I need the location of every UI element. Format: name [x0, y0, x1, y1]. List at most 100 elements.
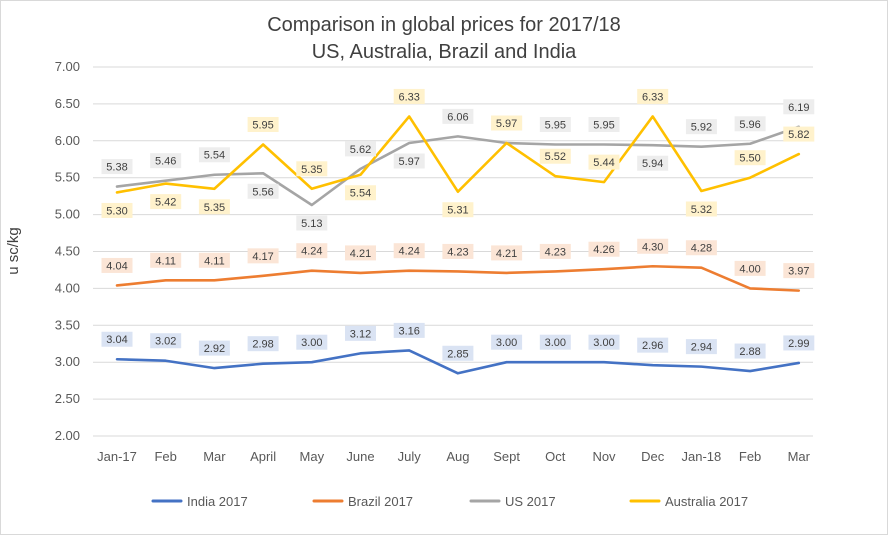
data-label-box [588, 154, 620, 170]
data-label: 5.95 [252, 119, 273, 131]
x-tick-label: Jan-18 [682, 449, 722, 464]
series-line [115, 264, 801, 292]
data-label: 5.13 [301, 218, 322, 230]
data-label: 5.54 [350, 188, 371, 200]
data-label-box [198, 252, 230, 268]
data-label-box [198, 340, 230, 356]
data-label: 5.95 [545, 119, 566, 131]
data-labels: 3.04 3.02 2.92 2.98 3.00 3.12 3.16 2.85 3.00 3.00… [101, 88, 815, 361]
data-label: 3.00 [301, 337, 322, 349]
data-label: 5.62 [350, 144, 371, 156]
x-tick-label: May [300, 449, 325, 464]
data-label: 6.19 [788, 102, 809, 114]
y-tick-label: 2.50 [55, 391, 80, 406]
data-label-box [588, 116, 620, 132]
data-label: 4.26 [593, 244, 614, 256]
x-tick-label: Mar [203, 449, 226, 464]
data-label-box [734, 150, 766, 166]
y-tick-label: 4.50 [55, 244, 80, 259]
data-label-box [150, 153, 182, 169]
data-label: 3.16 [398, 325, 419, 337]
x-tick-label: Feb [154, 449, 176, 464]
data-label-box [345, 245, 376, 261]
data-label-box [637, 88, 669, 104]
series-line [115, 349, 801, 375]
data-label-box [296, 161, 328, 177]
data-label-box [783, 126, 815, 142]
data-label: 4.21 [350, 248, 371, 260]
data-label: 3.12 [350, 328, 371, 340]
data-label: 5.32 [691, 204, 712, 216]
legend: India 2017 Brazil 2017 US 2017 Australia 20… [151, 494, 748, 509]
data-label: 5.96 [739, 119, 760, 131]
data-label-box [247, 248, 279, 264]
x-tick-label: Mar [788, 449, 811, 464]
data-label-box [247, 183, 279, 199]
data-label: 5.31 [447, 205, 468, 217]
data-label: 6.06 [447, 111, 468, 123]
data-label-box [783, 99, 815, 115]
legend-label: Brazil 2017 [348, 494, 413, 509]
x-tick-label: Oct [545, 449, 566, 464]
data-label: 5.52 [545, 151, 566, 163]
data-label-box [539, 116, 571, 132]
data-label-box [539, 243, 571, 259]
data-label-box [247, 116, 279, 132]
data-label-box [442, 108, 474, 124]
data-label: 5.54 [204, 150, 225, 162]
data-label-box [685, 201, 717, 217]
data-label: 4.24 [398, 246, 419, 258]
data-label-box [393, 322, 425, 338]
data-label-box [442, 345, 474, 361]
data-label: 4.11 [155, 255, 176, 267]
data-label: 4.24 [301, 246, 322, 258]
data-label-box [442, 243, 474, 259]
data-label-box [637, 337, 669, 353]
y-tick-label: 3.50 [55, 317, 80, 332]
data-label-box [491, 245, 523, 261]
data-label-box [296, 334, 328, 350]
data-label-box [734, 260, 766, 276]
data-label: 3.00 [593, 337, 614, 349]
data-label-box [247, 336, 279, 352]
data-label: 5.44 [593, 157, 614, 169]
data-label-box [345, 325, 376, 341]
y-axis-label: u sc/kg [5, 227, 22, 275]
data-label: 5.50 [739, 153, 760, 165]
data-label-box [150, 194, 182, 210]
data-label-box [491, 115, 523, 131]
data-label: 3.04 [106, 334, 127, 346]
legend-label: US 2017 [505, 494, 556, 509]
data-label-box [101, 202, 133, 218]
x-tick-label: July [398, 449, 422, 464]
data-label: 4.17 [252, 251, 273, 263]
data-label-box [685, 240, 717, 256]
data-label: 5.82 [788, 129, 809, 141]
data-label-box [150, 252, 182, 268]
data-label-box [783, 263, 815, 279]
data-label: 2.88 [739, 346, 760, 358]
data-label: 5.35 [301, 164, 322, 176]
data-label: 5.42 [155, 197, 176, 209]
data-label-box [393, 88, 425, 104]
data-label: 4.21 [496, 248, 517, 260]
y-tick-label: 7.00 [55, 59, 80, 74]
series-line [115, 115, 801, 194]
data-label: 5.97 [398, 156, 419, 168]
legend-label: Australia 2017 [665, 494, 748, 509]
data-label: 2.85 [447, 348, 468, 360]
data-label-box [685, 339, 717, 355]
data-label-box [539, 148, 571, 164]
data-label-box [539, 334, 571, 350]
y-tick-label: 5.50 [55, 170, 80, 185]
series-lines [115, 115, 801, 375]
chart-title: Comparison in global prices for 2017/18 [267, 14, 621, 36]
data-label-box [198, 199, 230, 215]
data-label-box [101, 331, 133, 347]
x-tick-label: Sept [493, 449, 520, 464]
data-label: 2.96 [642, 340, 663, 352]
data-label: 5.35 [204, 202, 225, 214]
data-label-box [783, 335, 815, 351]
data-label-box [393, 243, 425, 259]
data-label-box [150, 333, 182, 349]
